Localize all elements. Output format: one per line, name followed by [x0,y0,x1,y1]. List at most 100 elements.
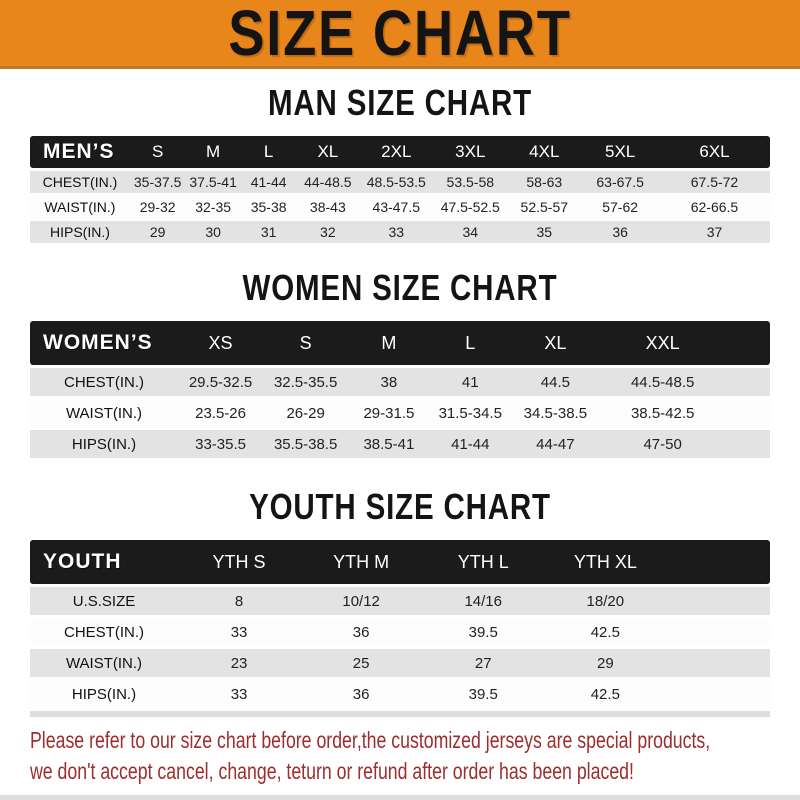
size-column-header: XL [296,136,360,168]
spacer-cell [725,430,770,458]
row-label: HIPS(IN.) [30,430,178,458]
size-value-cell: 35.5-38.5 [263,430,349,458]
section-heading: YOUTH SIZE CHART [249,486,551,527]
size-value-cell: 8 [178,587,301,615]
size-table: YOUTH YTH S YTH M YTH L YTH XL U.S.SIZE 8 10/1… [30,537,770,717]
row-label: WAIST(IN.) [30,196,130,218]
size-value-cell: 29-31.5 [348,399,430,427]
spacer-cell [666,540,770,584]
size-value-cell: 34 [433,221,508,243]
size-value-cell: 43-47.5 [359,196,434,218]
size-value-cell: 29-32 [129,196,186,218]
size-value-cell: 38.5-42.5 [599,399,726,427]
section-heading: MAN SIZE CHART [267,82,533,123]
table-body: CHEST(IN.) 35-37.5 37.5-41 41-44 44-48.5 48.5… [30,171,770,243]
size-chart-section: YOUTH SIZE CHART YOUTH YTH S YTH M YTH L YTH… [0,486,800,717]
size-column-header: YTH XL [544,540,667,584]
table-head: YOUTH YTH S YTH M YTH L YTH XL [30,540,770,584]
size-value-cell: 26-29 [263,399,349,427]
table-row: WAIST(IN.) 29-32 32-35 35-38 38-43 43-47.5 47.… [30,196,770,218]
spacer-cell [666,649,770,677]
size-value-cell: 37.5-41 [185,171,241,193]
row-label: HIPS(IN.) [30,680,178,708]
size-value-cell: 29 [544,649,667,677]
table-row: U.S.SIZE 8 10/12 14/16 18/20 [30,587,770,615]
row-label: CHEST(IN.) [30,171,130,193]
size-value-cell: 31 [240,221,297,243]
row-label: U.S.SIZE [30,587,178,615]
size-value-cell: 44.5-48.5 [599,368,726,396]
size-value-cell: 39.5 [422,680,545,708]
size-column-header: L [240,136,297,168]
size-value-cell: 33-35.5 [178,430,264,458]
size-value-cell: 33 [359,221,434,243]
row-label: WAIST(IN.) [30,649,178,677]
spacer-cell [725,321,770,365]
bottom-divider [0,795,800,800]
table-body: CHEST(IN.) 29.5-32.5 32.5-35.5 38 41 44.5 44.5… [30,368,770,458]
size-value-cell: 35-38 [240,196,297,218]
size-value-cell: 39.5 [422,618,545,646]
spacer-cell [725,368,770,396]
row-label: WAIST(IN.) [30,399,178,427]
size-value-cell: 38-43 [296,196,360,218]
table-row: CHEST(IN.) 33 36 39.5 42.5 [30,618,770,646]
size-column-header: M [185,136,241,168]
spacer-cell [666,587,770,615]
size-column-header: 2XL [359,136,434,168]
size-value-cell: 32.5-35.5 [263,368,349,396]
size-value-cell: 67.5-72 [658,171,770,193]
size-value-cell: 32-35 [185,196,241,218]
size-column-header: XL [510,321,600,365]
spacer-cell [666,618,770,646]
table-row: CHEST(IN.) 35-37.5 37.5-41 41-44 44-48.5 48.5… [30,171,770,193]
size-value-cell: 33 [178,618,301,646]
size-column-header: 4XL [507,136,582,168]
table-row: HIPS(IN.) 33-35.5 35.5-38.5 38.5-41 41-44 44-… [30,430,770,458]
banner: SIZE CHART [0,0,800,69]
size-chart-section: MAN SIZE CHART MEN’S S M L XL 2XL 3XL 4XL 5XL 6XL… [0,82,800,246]
size-value-cell: 53.5-58 [433,171,508,193]
size-column-header: YTH L [422,540,545,584]
section-heading: WOMEN SIZE CHART [242,267,558,308]
spacer-cell [725,399,770,427]
size-value-cell: 31.5-34.5 [429,399,511,427]
table-row: HIPS(IN.) 29 30 31 32 33 34 35 36 37 [30,221,770,243]
size-value-cell: 36 [581,221,659,243]
table-row: WAIST(IN.) 23.5-26 26-29 29-31.5 31.5-34.5 34… [30,399,770,427]
size-column-header: 5XL [581,136,659,168]
size-value-cell: 18/20 [544,587,667,615]
notice-line-2: we don't accept cancel, change, teturn o… [30,758,634,784]
table-row: HIPS(IN.) 33 36 39.5 42.5 [30,680,770,708]
table-row: WAIST(IN.) 23 25 27 29 [30,649,770,677]
size-value-cell: 32 [296,221,360,243]
size-column-header: 6XL [658,136,770,168]
size-value-cell: 42.5 [544,680,667,708]
row-label: CHEST(IN.) [30,368,178,396]
size-value-cell: 34.5-38.5 [510,399,600,427]
table-row: CHEST(IN.) 29.5-32.5 32.5-35.5 38 41 44.5 44.5… [30,368,770,396]
size-value-cell: 38.5-41 [348,430,430,458]
size-column-header: YTH S [178,540,301,584]
order-notice: Please refer to our size chart before or… [0,725,800,787]
size-value-cell: 41 [429,368,511,396]
row-label: CHEST(IN.) [30,618,178,646]
table-header-row: WOMEN’S XS S M L XL XXL [30,321,770,365]
size-column-header: YTH M [300,540,423,584]
size-column-header: M [348,321,430,365]
table-header-row: YOUTH YTH S YTH M YTH L YTH XL [30,540,770,584]
table-head: WOMEN’S XS S M L XL XXL [30,321,770,365]
size-value-cell: 52.5-57 [507,196,582,218]
size-value-cell: 10/12 [300,587,423,615]
table-header-row: MEN’S S M L XL 2XL 3XL 4XL 5XL 6XL [30,136,770,168]
size-chart-section: WOMEN SIZE CHART WOMEN’S XS S M L XL XXL CHEST… [0,267,800,461]
size-value-cell: 48.5-53.5 [359,171,434,193]
size-value-cell: 36 [300,680,423,708]
size-value-cell: 30 [185,221,241,243]
page-title: SIZE CHART [228,0,572,69]
size-column-header: XXL [599,321,726,365]
size-value-cell: 44-48.5 [296,171,360,193]
size-value-cell: 14/16 [422,587,545,615]
size-value-cell: 44.5 [510,368,600,396]
